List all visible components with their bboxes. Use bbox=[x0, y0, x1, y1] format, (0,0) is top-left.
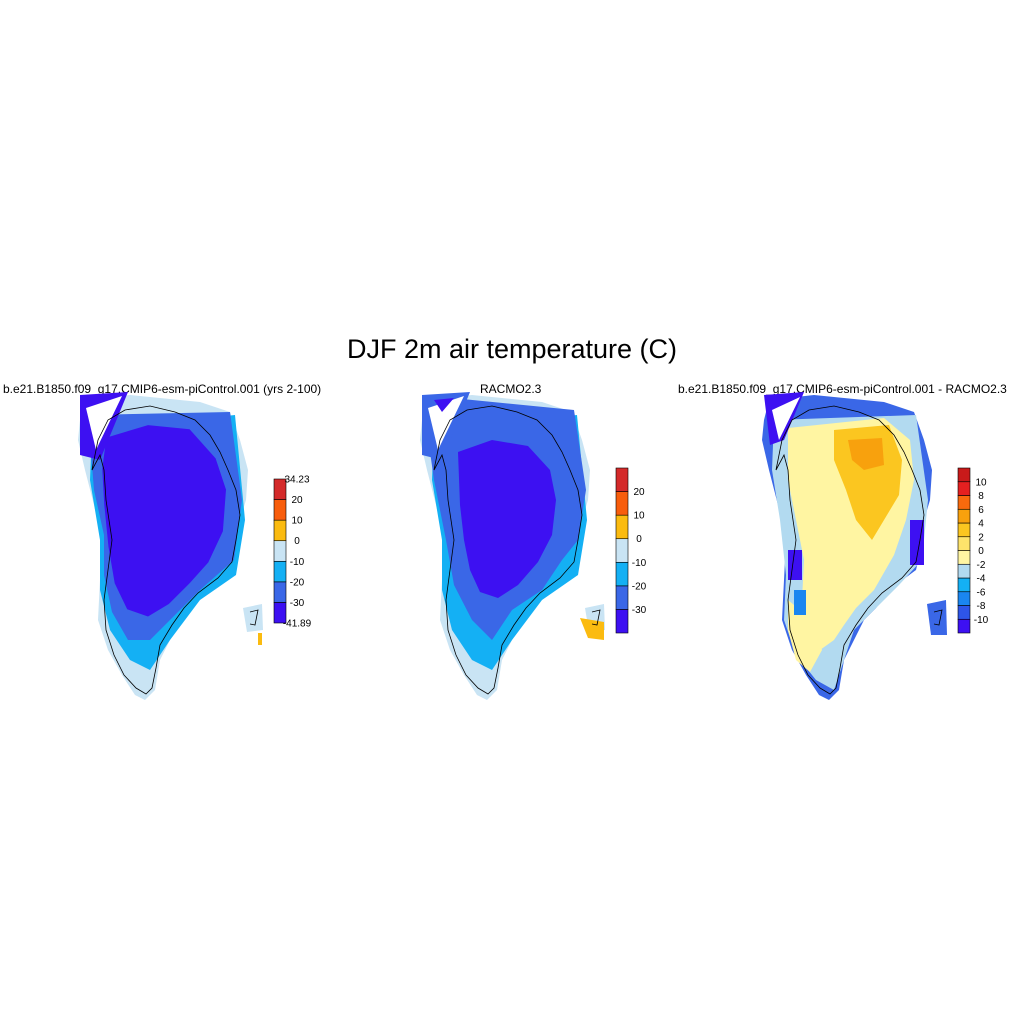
colorbar-difference: -10 -8 -6 -4 -2 0 2 4 6 8 10 bbox=[957, 467, 989, 634]
colorbar-box bbox=[615, 609, 629, 634]
colorbar-box bbox=[615, 514, 629, 540]
colorbar-racmo: -30 -20 -10 0 10 20 bbox=[615, 467, 647, 634]
colorbar-model: -41.89 -30 -20 -10 0 10 20 34.23 bbox=[273, 475, 312, 630]
colorbar-box bbox=[957, 605, 971, 620]
colorbar-box bbox=[957, 563, 971, 579]
colorbar-tick-label: 10 bbox=[633, 511, 645, 522]
colorbar-box bbox=[273, 519, 287, 542]
colorbar-tick-label: 0 bbox=[294, 536, 300, 547]
colorbar-box bbox=[957, 495, 971, 510]
colorbar-tick-label: 10 bbox=[291, 516, 303, 527]
colorbar-box bbox=[957, 550, 971, 565]
colorbar-tick-label: -4 bbox=[977, 574, 986, 585]
colorbar-tick-label: -20 bbox=[290, 577, 305, 588]
panel-title-model: b.e21.B1850.f09_g17.CMIP6-esm-piControl.… bbox=[3, 382, 322, 396]
colorbar-box bbox=[273, 581, 287, 603]
colorbar-tick-label: 2 bbox=[978, 532, 984, 543]
colorbar-tick-label: -41.89 bbox=[283, 619, 312, 630]
colorbar-box bbox=[273, 560, 287, 583]
colorbar-tick-label: 20 bbox=[633, 487, 645, 498]
panel-title-difference: b.e21.B1850.f09_g17.CMIP6-esm-piControl.… bbox=[678, 382, 1007, 396]
colorbar-box bbox=[273, 478, 287, 500]
colorbar-box bbox=[273, 540, 287, 562]
colorbar-box bbox=[957, 536, 971, 551]
colorbar-box bbox=[957, 577, 971, 593]
colorbar-box bbox=[957, 467, 971, 483]
colorbar-box bbox=[615, 491, 629, 516]
colorbar-tick-label: 8 bbox=[978, 491, 984, 502]
colorbar-box bbox=[615, 561, 629, 587]
colorbar-tick-label: -10 bbox=[974, 615, 989, 626]
map-difference bbox=[762, 392, 947, 700]
colorbar-tick-label: 0 bbox=[978, 546, 984, 557]
colorbar-box bbox=[957, 618, 971, 634]
map-model bbox=[78, 392, 263, 700]
colorbar-tick-label: -8 bbox=[977, 601, 986, 612]
colorbar-box bbox=[615, 585, 629, 610]
map-racmo bbox=[420, 392, 605, 700]
colorbar-box bbox=[615, 538, 629, 563]
colorbar-tick-label: 4 bbox=[978, 519, 984, 530]
colorbar-box bbox=[957, 522, 971, 538]
colorbar-tick-label: -30 bbox=[632, 605, 647, 616]
panel-title-racmo: RACMO2.3 bbox=[480, 382, 542, 396]
colorbar-tick-label: 6 bbox=[978, 505, 984, 516]
colorbar-box bbox=[957, 508, 971, 524]
colorbar-tick-label: 34.23 bbox=[284, 475, 309, 486]
colorbar-tick-label: 0 bbox=[636, 534, 642, 545]
figure-title: DJF 2m air temperature (C) bbox=[346, 334, 678, 364]
colorbar-tick-label: -10 bbox=[290, 557, 305, 568]
colorbar-box bbox=[273, 499, 287, 521]
colorbar-tick-label: -20 bbox=[632, 581, 647, 592]
colorbar-tick-label: -6 bbox=[977, 587, 986, 598]
colorbar-tick-label: -30 bbox=[290, 598, 305, 609]
colorbar-tick-label: -2 bbox=[977, 560, 986, 571]
colorbar-box bbox=[957, 481, 971, 496]
colorbar-box bbox=[957, 591, 971, 606]
colorbar-box bbox=[615, 467, 629, 492]
colorbar-tick-label: 20 bbox=[291, 495, 303, 506]
colorbar-tick-label: 10 bbox=[975, 477, 987, 488]
colorbar-tick-label: -10 bbox=[632, 558, 647, 569]
